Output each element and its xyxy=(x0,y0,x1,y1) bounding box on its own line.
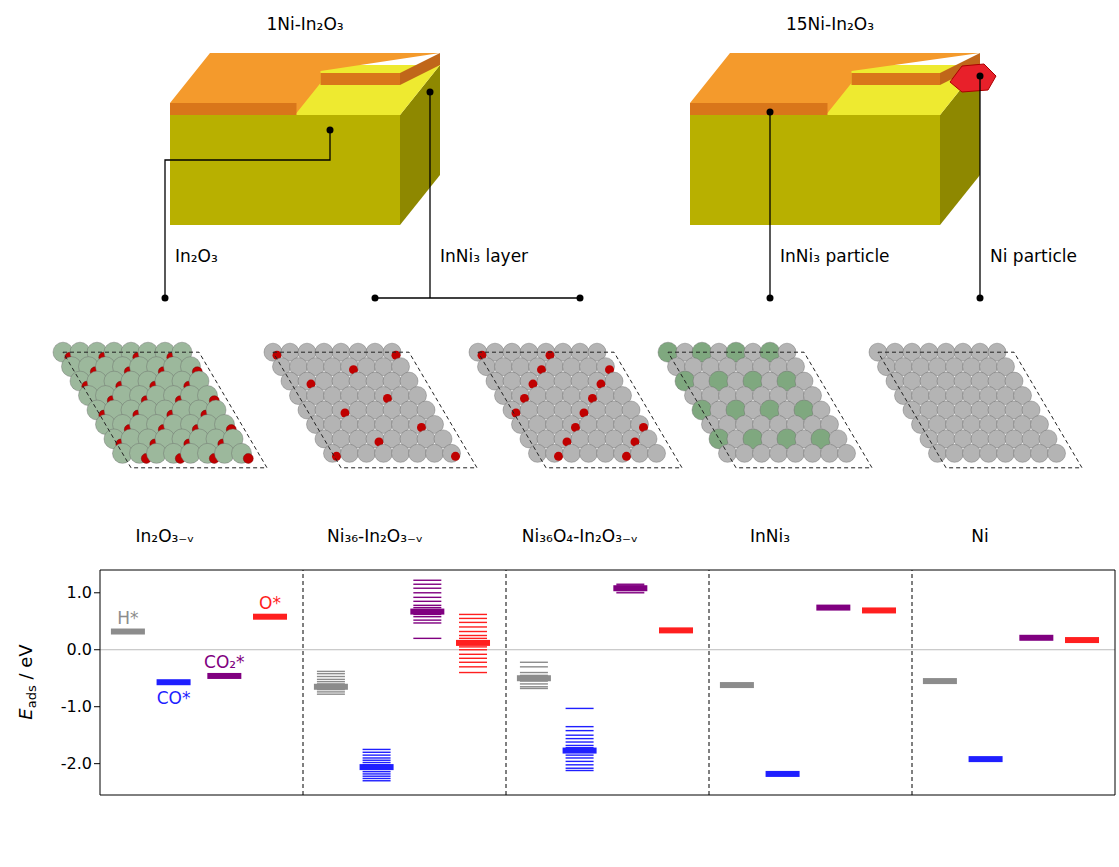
svg-text:0.0: 0.0 xyxy=(67,640,92,659)
svg-text:Ni₃₆-In₂O₃₋ᵥ: Ni₃₆-In₂O₃₋ᵥ xyxy=(327,526,423,546)
svg-text:CO₂*: CO₂* xyxy=(204,652,245,672)
svg-text:CO*: CO* xyxy=(157,688,191,708)
svg-text:15Ni-In₂O₃: 15Ni-In₂O₃ xyxy=(786,14,874,34)
svg-text:InNi₃ particle: InNi₃ particle xyxy=(780,246,890,266)
svg-text:Ni: Ni xyxy=(971,526,988,546)
svg-text:InNi₃ layer: InNi₃ layer xyxy=(440,246,528,266)
svg-text:InNi₃: InNi₃ xyxy=(750,526,790,546)
svg-text:In₂O₃: In₂O₃ xyxy=(175,246,218,266)
svg-text:Eads / eV: Eads / eV xyxy=(15,644,39,720)
svg-text:H*: H* xyxy=(117,608,138,628)
svg-text:Ni₃₆O₄-In₂O₃₋ᵥ: Ni₃₆O₄-In₂O₃₋ᵥ xyxy=(522,526,638,546)
svg-text:O*: O* xyxy=(259,593,281,613)
svg-text:Ni particle: Ni particle xyxy=(990,246,1077,266)
svg-text:-2.0: -2.0 xyxy=(61,754,92,773)
svg-text:-1.0: -1.0 xyxy=(61,697,92,716)
svg-text:In₂O₃₋ᵥ: In₂O₃₋ᵥ xyxy=(136,526,195,546)
svg-text:1.0: 1.0 xyxy=(67,583,92,602)
svg-text:1Ni-In₂O₃: 1Ni-In₂O₃ xyxy=(266,14,343,34)
